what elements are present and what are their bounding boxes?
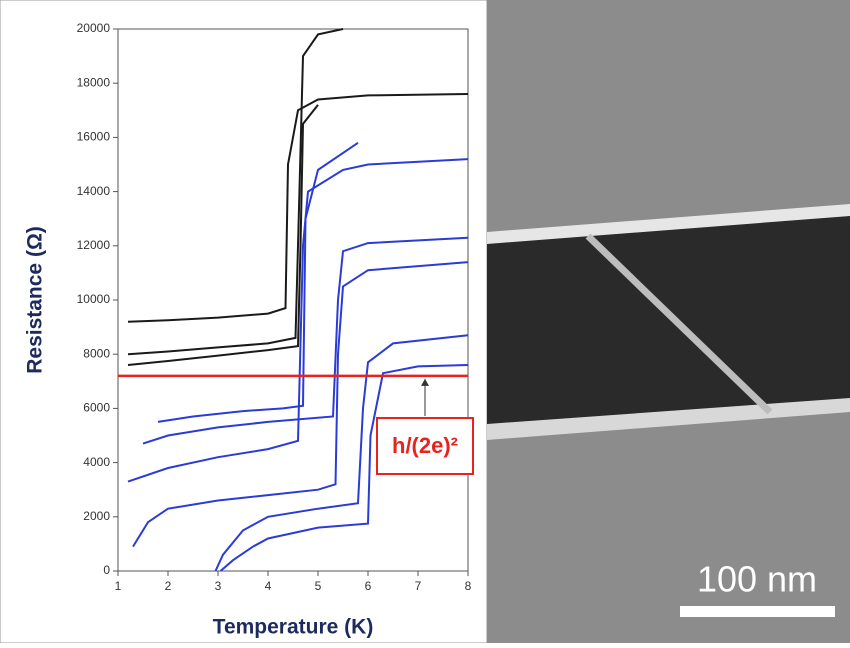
x-tick-label: 8 [465,579,472,593]
nanowire [585,233,773,415]
series-line [127,104,319,366]
y-tick-label: 20000 [77,21,111,35]
arrow-head [421,378,429,386]
plot: 0 2000 4000 6000 8000 10000 12000 14000 16000 180… [24,21,474,639]
trench [487,212,850,428]
scale-label: 100 nm [697,559,817,600]
x-tick-label: 4 [265,579,272,593]
series-line [132,261,469,548]
x-axis-title: Temperature (K) [213,616,374,639]
x-tick-label: 3 [215,579,222,593]
top-edge [487,204,850,244]
y-tick-label: 18000 [77,75,111,89]
y-tick-label: 8000 [83,346,110,360]
series-line [127,158,469,483]
y-tick-label: 14000 [77,184,111,198]
x-tick-label: 2 [165,579,172,593]
y-tick-label: 0 [103,563,110,577]
series-line [219,364,469,572]
x-tick-label: 7 [415,579,422,593]
annotation-label: h/(2e)² [392,433,458,458]
sem-image: 100 nm [487,0,850,643]
bottom-edge [487,398,850,440]
series-line [127,28,344,356]
series-line [142,236,469,445]
x-tick-label: 5 [315,579,322,593]
series-line [214,334,469,572]
series-line [157,141,359,423]
y-tick-label: 10000 [77,292,111,306]
chart-panel [0,0,488,644]
series-line [127,93,469,323]
y-tick-label: 2000 [83,509,110,523]
y-axis-title: Resistance (Ω) [24,226,47,374]
y-tick-label: 4000 [83,455,110,469]
x-tick-label: 1 [115,579,122,593]
scale-bar [680,606,835,617]
y-tick-label: 6000 [83,401,110,415]
y-tick-label: 12000 [77,238,111,252]
annotation-box [376,417,474,475]
y-tick-label: 16000 [77,130,111,144]
x-tick-label: 6 [365,579,372,593]
